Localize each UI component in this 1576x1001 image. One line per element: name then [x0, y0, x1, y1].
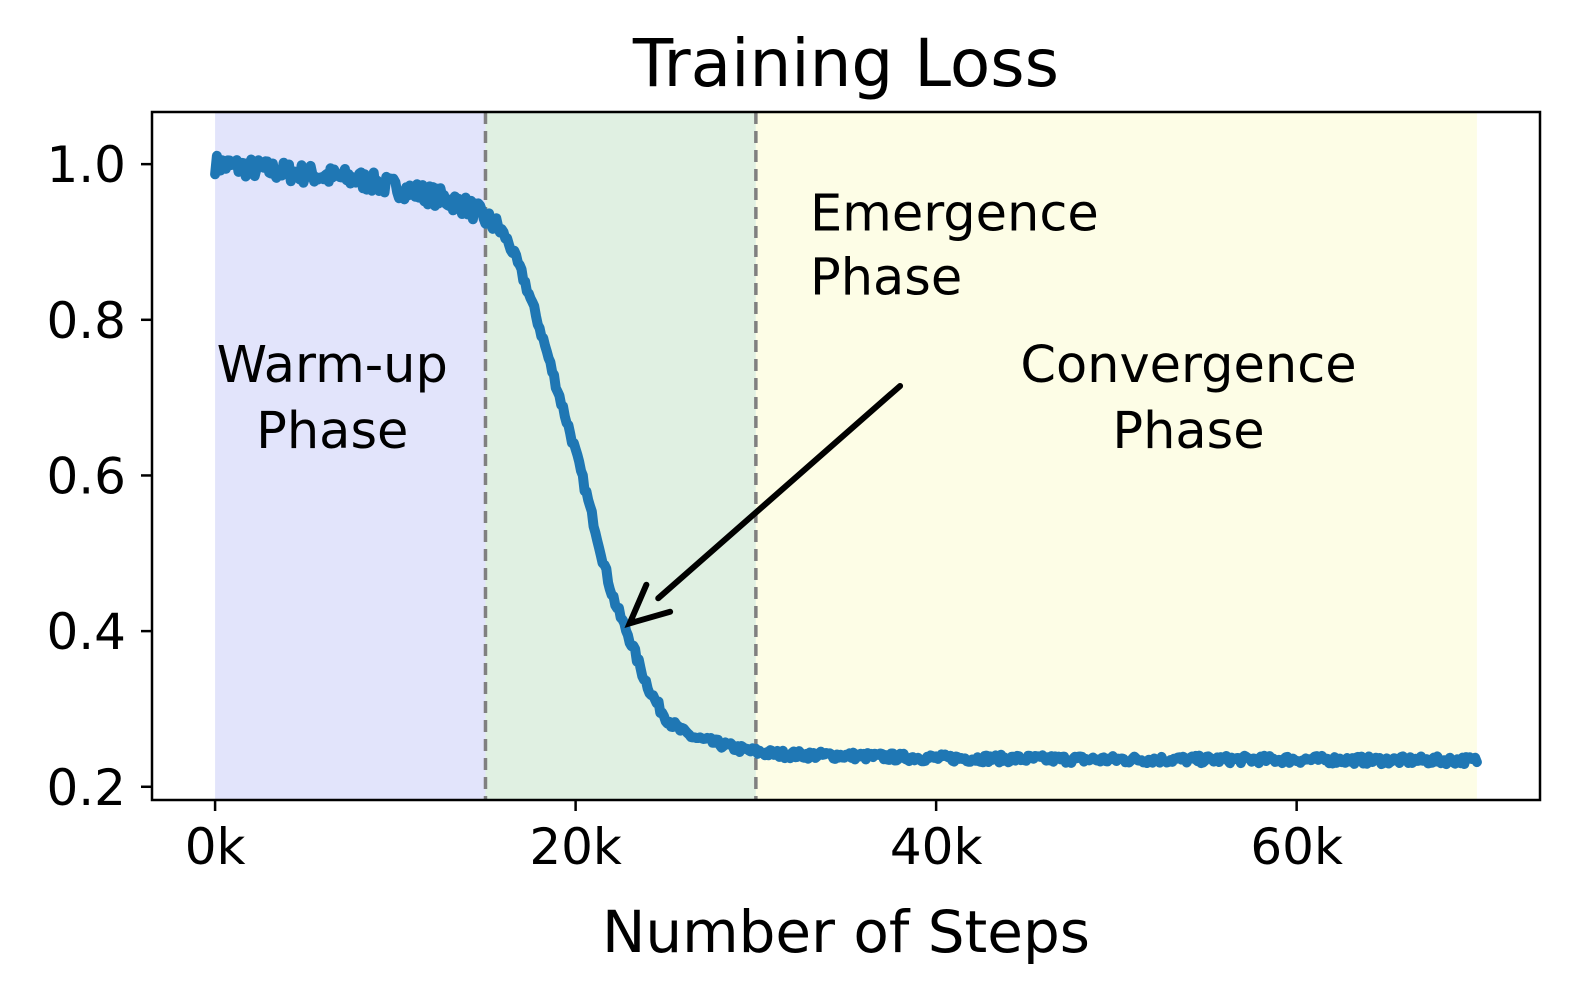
- phase-band-convergence: [755, 112, 1477, 800]
- x-tick-label: 40k: [890, 818, 983, 876]
- phase-band-warm-up: [215, 112, 486, 800]
- plot-frame: [150, 110, 1542, 802]
- phase-label-warm-up: Warm-up Phase: [217, 336, 448, 461]
- x-axis-label: Number of Steps: [602, 898, 1090, 966]
- x-tick-label: 60k: [1250, 818, 1343, 876]
- phase-bands: [215, 112, 1477, 800]
- y-tick-label: 0.6: [46, 447, 126, 505]
- y-tick-label: 0.4: [46, 603, 126, 661]
- x-axis-ticks: 0k 20k 40k 60k: [185, 800, 1343, 876]
- series-layer: [210, 150, 1482, 770]
- phase-label-convergence: Convergence Phase: [1020, 336, 1356, 461]
- chart-title: Training Loss: [632, 25, 1059, 102]
- x-tick-label: 20k: [529, 818, 622, 876]
- annotation-arrowhead: [624, 581, 674, 628]
- y-tick-label: 0.2: [46, 759, 126, 817]
- annotation-text: Emergence Phase: [810, 184, 1099, 307]
- x-tick-label: 0k: [185, 818, 246, 876]
- emergence-annotation: Emergence Phase: [624, 184, 1099, 628]
- y-tick-label: 1.0: [46, 136, 126, 194]
- phase-band-emergence: [485, 112, 756, 800]
- loss-line: [210, 150, 1482, 770]
- y-axis-ticks: 0.2 0.4 0.6 0.8 1.0: [46, 136, 152, 817]
- y-tick-label: 0.8: [46, 292, 126, 350]
- phase-labels: Warm-up Phase Convergence Phase: [217, 336, 1357, 461]
- annotation-arrow: [655, 382, 904, 602]
